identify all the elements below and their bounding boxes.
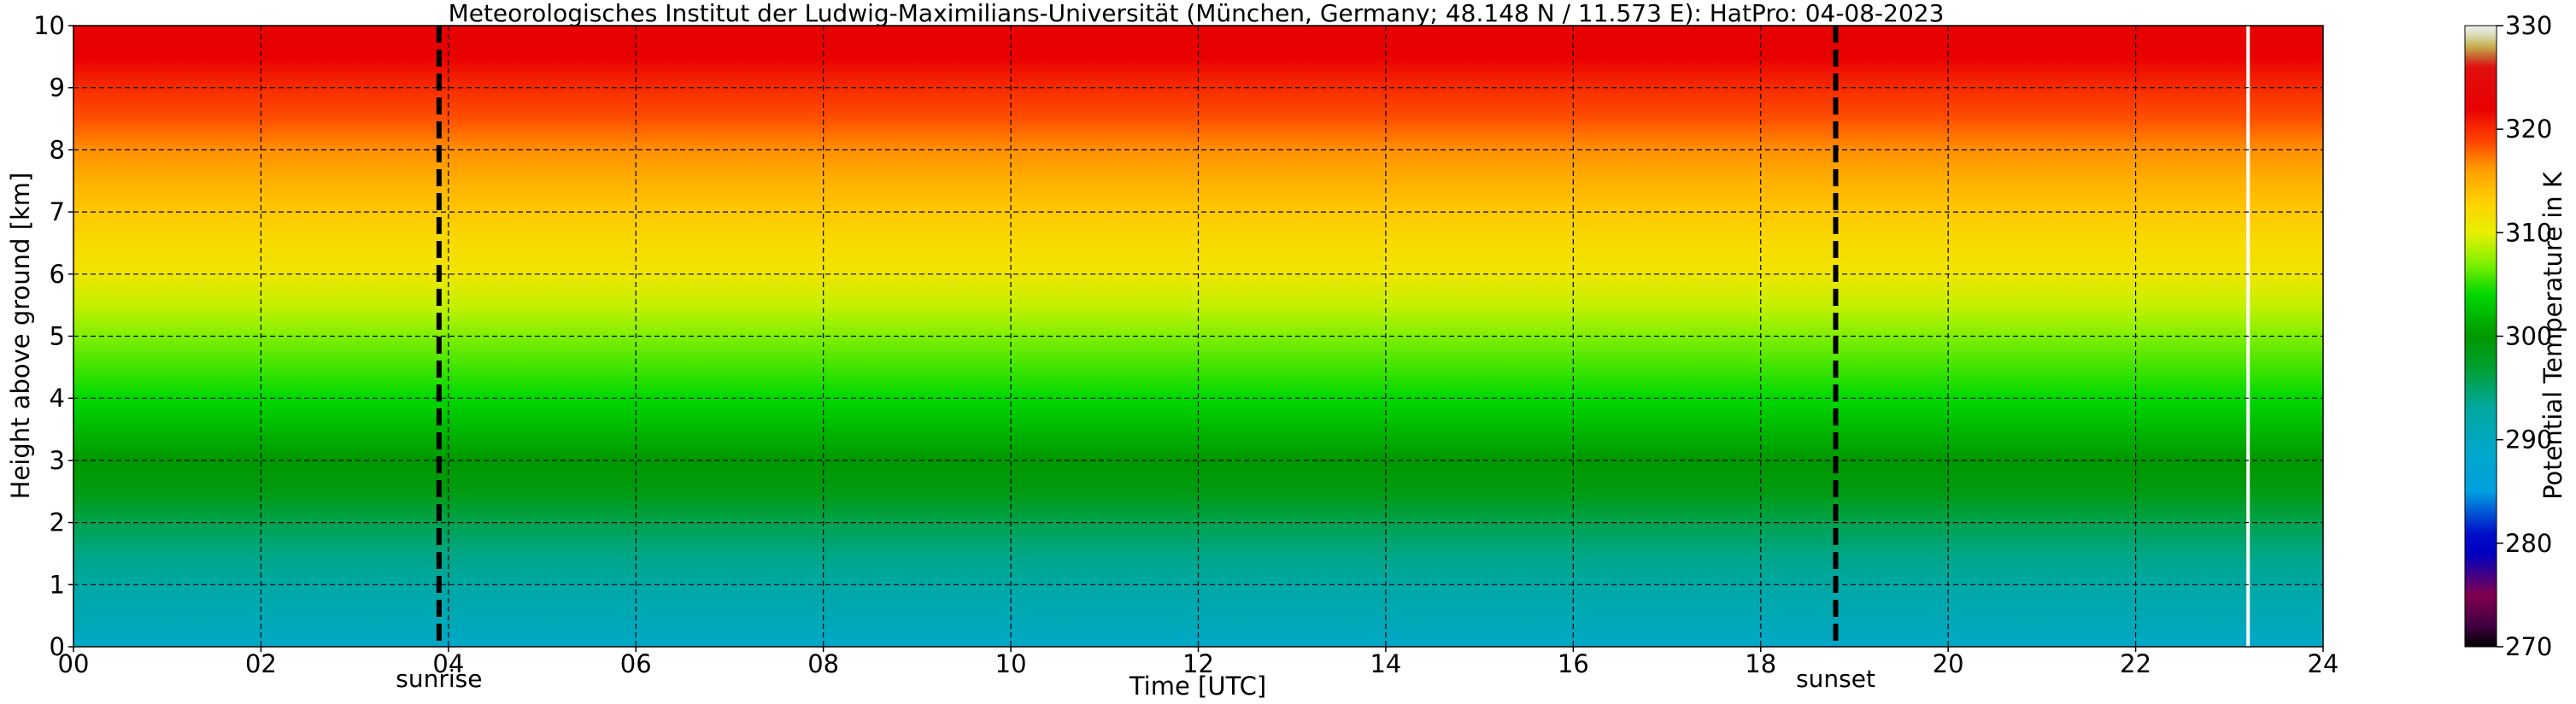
x-tick-label: 06 — [620, 649, 652, 678]
colorbar-label: Potential Temperature in K — [2538, 171, 2567, 500]
y-tick-label: 9 — [50, 73, 65, 103]
y-tick-label: 6 — [50, 260, 65, 289]
x-tick-label: 00 — [58, 649, 90, 678]
y-tick-label: 3 — [50, 446, 65, 475]
colorbar-tick-label: 320 — [2505, 114, 2552, 144]
x-tick-label: 24 — [2308, 649, 2339, 678]
plot-area — [73, 25, 2324, 648]
colorbar-tick-label: 280 — [2505, 529, 2552, 558]
x-tick-label: 10 — [995, 649, 1027, 678]
colorbar-ticks: 270 280 290 300 310 320 330 — [2497, 11, 2552, 661]
y-tick-label: 0 — [50, 632, 65, 661]
x-tick-label: 02 — [245, 649, 277, 678]
colorbar-tick-label: 290 — [2505, 425, 2552, 455]
x-axis-ticks: 00 02 04 06 08 10 12 14 16 18 20 22 24 — [58, 647, 2339, 678]
colorbar-tick-label: 330 — [2505, 11, 2552, 40]
x-tick-label: 04 — [432, 649, 464, 678]
x-tick-label: 08 — [807, 649, 839, 678]
y-tick-label: 10 — [33, 11, 65, 40]
chart-title: Meteorologisches Institut der Ludwig-Max… — [449, 0, 1945, 27]
colorbar-tick-label: 270 — [2505, 632, 2552, 661]
x-tick-label: 16 — [1558, 649, 1589, 678]
sunset-label: sunset — [1796, 665, 1875, 693]
x-tick-label: 22 — [2120, 649, 2151, 678]
y-tick-label: 2 — [50, 508, 65, 537]
x-axis-label: Time [UTC] — [1129, 672, 1266, 701]
y-tick-label: 8 — [50, 135, 65, 164]
x-tick-label: 14 — [1370, 649, 1401, 678]
y-axis-ticks: 0 1 2 3 4 5 6 7 8 9 10 — [33, 11, 73, 661]
y-axis-label: Height above ground [km] — [6, 173, 35, 500]
y-tick-label: 5 — [50, 322, 65, 351]
x-tick-label: 12 — [1182, 649, 1214, 678]
sunrise-label: sunrise — [396, 665, 482, 693]
colorbar-gradient — [2464, 25, 2497, 648]
grid-lines — [73, 26, 2323, 647]
y-tick-label: 7 — [50, 197, 65, 226]
y-tick-label: 1 — [50, 570, 65, 599]
colorbar-tick-label: 300 — [2505, 322, 2552, 351]
x-tick-label: 20 — [1933, 649, 1964, 678]
colorbar: 270 280 290 300 310 320 330 Potential Temperat… — [2464, 11, 2567, 661]
y-tick-label: 4 — [50, 384, 65, 413]
x-tick-label: 18 — [1745, 649, 1776, 678]
colorbar-tick-label: 310 — [2505, 218, 2552, 247]
